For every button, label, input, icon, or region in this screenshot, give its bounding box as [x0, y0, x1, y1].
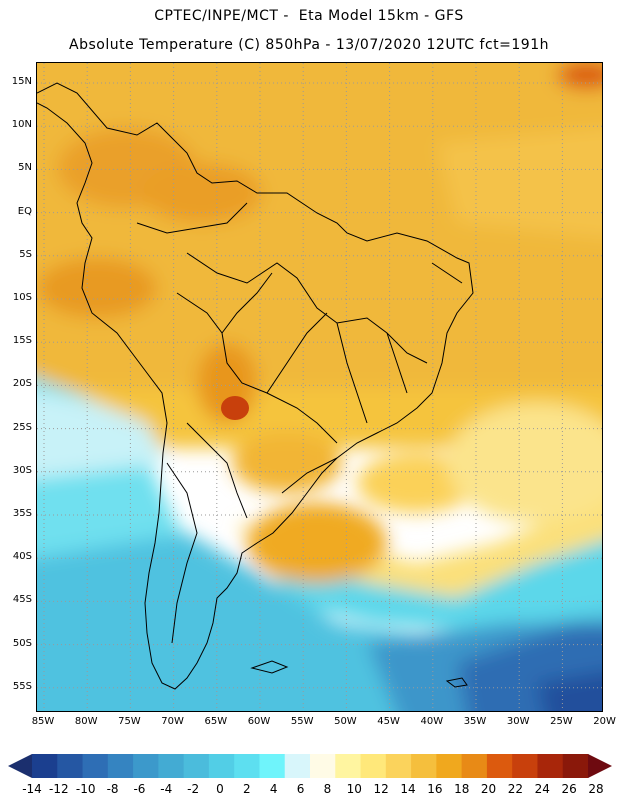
colorbar-tick-label: 2	[243, 782, 251, 796]
lon-label: 65W	[204, 716, 228, 727]
colorbar-tick-label: 20	[480, 782, 497, 796]
lat-label: 45S	[12, 594, 32, 606]
colorbar-tick-label: 4	[269, 782, 278, 796]
colorbar-swatch	[360, 754, 387, 778]
lat-label: 25S	[12, 421, 32, 433]
lat-label: 15N	[11, 76, 32, 87]
colorbar-tick-label: 14	[400, 782, 416, 796]
colorbar-swatch	[234, 754, 260, 778]
colorbar-tick-label: 0	[216, 782, 224, 796]
lat-label: 35S	[12, 508, 32, 519]
colorbar-swatch	[133, 754, 159, 778]
colorbar-swatch	[284, 754, 311, 778]
lat-label: 15S	[12, 335, 32, 347]
lon-label: 85W	[31, 716, 55, 727]
colorbar-arrow-low	[8, 754, 32, 778]
lon-label: 50W	[334, 716, 357, 727]
lon-label: 20W	[593, 716, 616, 727]
map-title-line1: CPTEC/INPE/MCT - Eta Model 15km - GFS	[154, 8, 464, 24]
colorbar-swatch	[512, 754, 538, 778]
map-frame	[36, 62, 603, 712]
colorbar-tick-label: -6	[133, 782, 146, 796]
colorbar-swatch	[562, 754, 589, 778]
colorbar-swatch	[57, 754, 84, 778]
map-title-line2: Absolute Temperature (C) 850hPa - 13/07/…	[69, 37, 549, 53]
lat-label: 20S	[12, 378, 32, 390]
hot-spot-marker	[221, 396, 249, 420]
colorbar-swatch	[259, 754, 286, 778]
colorbar-tick-label: 24	[534, 782, 550, 796]
colorbar-swatch	[461, 754, 488, 778]
colorbar-tick-label: -2	[187, 782, 200, 796]
colorbar-swatch	[411, 754, 437, 778]
colorbar-tick-label: 26	[561, 782, 577, 796]
colorbar-swatch	[183, 754, 210, 778]
colorbar-swatch	[310, 754, 336, 778]
colorbar-swatch	[107, 754, 134, 778]
colorbar-tick-label: 28	[588, 782, 604, 796]
lat-label: 50S	[12, 637, 32, 649]
colorbar-swatch	[82, 754, 109, 778]
colorbar-swatch	[208, 754, 235, 778]
lat-label: 55S	[12, 680, 32, 692]
colorbar-tick-label: 8	[323, 782, 332, 796]
colorbar-swatch	[385, 754, 412, 778]
lat-label: 40S	[12, 551, 32, 563]
temperature-colorbar	[8, 754, 612, 778]
colorbar-swatch	[436, 754, 463, 778]
lon-label: 40W	[420, 716, 444, 727]
colorbar-tick-label: 6	[296, 782, 305, 796]
colorbar-tick-label: -8	[106, 782, 119, 796]
lon-label: 35W	[463, 716, 487, 727]
lon-label: 75W	[118, 716, 141, 727]
lat-label: EQ	[17, 205, 32, 217]
lon-label: 45W	[377, 716, 400, 727]
lat-label: 10N	[11, 119, 32, 131]
colorbar-tick-label: 16	[427, 782, 443, 796]
colorbar-swatch	[32, 754, 58, 778]
grid-lines	[37, 63, 602, 711]
lat-label: 30S	[12, 464, 32, 476]
lon-label: 80W	[74, 716, 98, 727]
lon-label: 30W	[506, 716, 530, 727]
colorbar-tick-label: -4	[160, 782, 173, 796]
colorbar-arrow-high	[588, 754, 612, 778]
colorbar-tick-label: 18	[454, 782, 470, 796]
colorbar-swatch	[335, 754, 362, 778]
lat-label: 5N	[18, 162, 32, 174]
colorbar-tick-label: 12	[373, 782, 389, 796]
colorbar-swatch	[486, 754, 513, 778]
lon-label: 60W	[247, 716, 271, 727]
lon-label: 55W	[290, 716, 314, 727]
colorbar-swatch	[537, 754, 564, 778]
coastlines	[37, 82, 474, 690]
lon-label: 70W	[161, 716, 184, 727]
lat-label: 10S	[12, 292, 32, 303]
lat-label: 5S	[19, 248, 32, 260]
colorbar-tick-label: 22	[507, 782, 524, 796]
colorbar-swatch	[158, 754, 185, 778]
colorbar-tick-label: 10	[346, 782, 362, 796]
colorbar-tick-label: -14	[22, 782, 42, 796]
colorbar-tick-label: -12	[49, 782, 69, 796]
colorbar-tick-label: -10	[75, 782, 96, 796]
temperature-map	[37, 63, 602, 711]
lon-label: 25W	[550, 716, 573, 727]
